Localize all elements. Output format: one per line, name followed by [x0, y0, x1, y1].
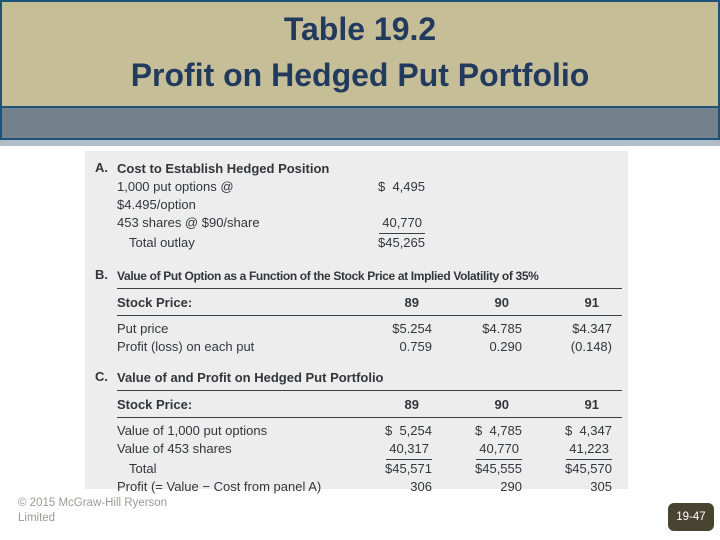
section-b-rows: Put price $5.254 $4.785 $4.347 Profit (l…: [117, 320, 622, 356]
section-b-label: B.: [95, 267, 108, 282]
stock-price-value: 91: [584, 397, 599, 412]
header-divider-band: [0, 106, 720, 140]
section-b-body: Value of Put Option as a Function of the…: [117, 267, 622, 356]
section-b-heading: Value of Put Option as a Function of the…: [117, 269, 539, 283]
cell-value: $4.785: [482, 321, 522, 336]
section-a-body: Cost to Establish Hedged Position 1,000 …: [117, 160, 622, 252]
row-label: Total: [129, 461, 157, 476]
cell-value: $ 4,785: [475, 423, 522, 438]
title-line-2: Profit on Hedged Put Portfolio: [130, 57, 590, 93]
row-value: 40,770: [315, 214, 425, 234]
table-row: 1,000 put options @ $4.495/option $ 4,49…: [117, 178, 622, 214]
stock-price-label: Stock Price:: [117, 295, 193, 310]
underlined-value: 40,770: [476, 440, 522, 460]
section-c-label: C.: [95, 369, 108, 384]
section-b: B. Value of Put Option as a Function of …: [95, 267, 622, 356]
slide-title: Table 19.2 Profit on Hedged Put Portfoli…: [0, 0, 720, 106]
section-a-label: A.: [95, 160, 108, 175]
section-a-heading: Cost to Establish Hedged Position: [117, 161, 330, 176]
cell-value: 41,223: [522, 440, 612, 460]
cell-value: $45,555: [475, 461, 522, 476]
stock-price-label: Stock Price:: [117, 397, 193, 412]
cell-value: $45,571: [385, 461, 432, 476]
slide-header: Table 19.2 Profit on Hedged Put Portfoli…: [0, 0, 720, 146]
stock-price-row: Stock Price: 89 90 91: [117, 291, 622, 316]
section-gap: [95, 356, 622, 369]
row-label: Value of 453 shares: [117, 441, 232, 456]
row-label: Put price: [117, 321, 169, 336]
row-label: Profit (loss) on each put: [117, 339, 255, 354]
cell-value: 290: [500, 479, 522, 494]
section-c: C. Value of and Profit on Hedged Put Por…: [95, 369, 622, 496]
cell-value: $45,570: [565, 461, 612, 476]
section-c-body: Value of and Profit on Hedged Put Portfo…: [117, 369, 622, 496]
row-label: Value of 1,000 put options: [117, 423, 268, 438]
table-row: 453 shares @ $90/share 40,770: [117, 214, 622, 234]
section-c-heading: Value of and Profit on Hedged Put Portfo…: [117, 370, 384, 385]
cell-value: $5.254: [392, 321, 432, 336]
section-a: A. Cost to Establish Hedged Position 1,0…: [95, 160, 622, 252]
cell-value: 40,770: [432, 440, 522, 460]
header-light-strip: [0, 140, 720, 146]
cell-value: $4.347: [572, 321, 612, 336]
cell-value: 40,317: [342, 440, 432, 460]
cell-value: $ 5,254: [385, 423, 432, 438]
stock-price-value: 89: [404, 295, 419, 310]
page-number-badge: 19-47: [668, 503, 714, 531]
row-label: 453 shares @ $90/share: [117, 215, 260, 230]
heading-rule: [117, 288, 622, 289]
underlined-value: 40,317: [386, 440, 432, 460]
stock-price-value: 90: [494, 397, 509, 412]
cell-value: $ 4,347: [565, 423, 612, 438]
copyright-line-1: © 2015 McGraw-Hill Ryerson: [18, 497, 168, 509]
row-label: 1,000 put options @ $4.495/option: [117, 179, 234, 212]
section-c-rows: Value of 1,000 put options $ 5,254 $ 4,7…: [117, 422, 622, 496]
heading-rule: [117, 390, 622, 391]
copyright-line-2: Limited: [18, 512, 56, 524]
cell-value: (0.148): [570, 339, 612, 354]
footer-copyright: © 2015 McGraw-Hill Ryerson Limited: [18, 496, 167, 526]
row-value: $ 4,495: [378, 179, 425, 194]
underlined-value: 41,223: [566, 440, 612, 460]
row-value: $45,265: [378, 235, 425, 250]
stock-price-value: 90: [494, 295, 509, 310]
table-row: Total $45,571 $45,555 $45,570: [117, 460, 622, 478]
underlined-value: 40,770: [379, 214, 425, 234]
title-line-1: Table 19.2: [283, 11, 437, 47]
cell-value: 306: [410, 479, 432, 494]
row-label: Profit (= Value − Cost from panel A): [117, 479, 322, 494]
cell-value: 305: [590, 479, 612, 494]
cell-value: 0.759: [399, 339, 432, 354]
stock-price-value: 91: [584, 295, 599, 310]
cell-value: 0.290: [489, 339, 522, 354]
section-gap: [95, 252, 622, 267]
table-row: Profit (loss) on each put 0.759 0.290 (0…: [117, 338, 622, 356]
table-row: Profit (= Value − Cost from panel A) 306…: [117, 478, 622, 496]
table-row: Value of 453 shares 40,317 40,770 41,223: [117, 440, 622, 460]
table-row: Value of 1,000 put options $ 5,254 $ 4,7…: [117, 422, 622, 440]
table-row: Total outlay $45,265: [117, 234, 622, 252]
table-row: Put price $5.254 $4.785 $4.347: [117, 320, 622, 338]
table-panel: A. Cost to Establish Hedged Position 1,0…: [85, 151, 628, 494]
stock-price-value: 89: [404, 397, 419, 412]
stock-price-row: Stock Price: 89 90 91: [117, 393, 622, 418]
row-label: Total outlay: [129, 235, 195, 250]
